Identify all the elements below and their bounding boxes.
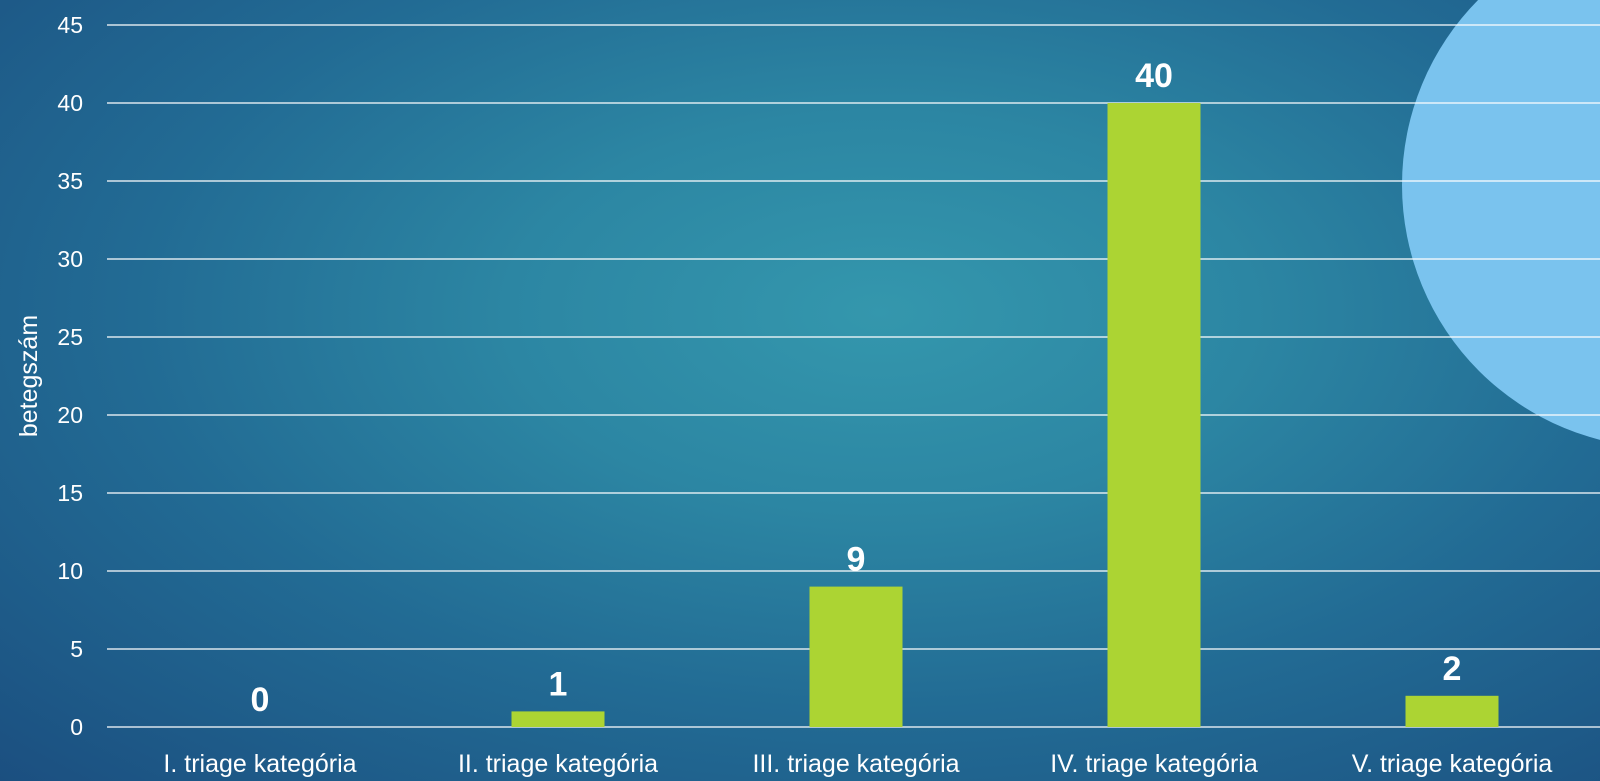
gridlines (107, 24, 1600, 728)
bars (511, 103, 1499, 727)
decorative-circle (1402, 0, 1600, 440)
bar-value-label: 9 (847, 541, 866, 579)
y-tick-label: 15 (57, 480, 83, 506)
y-axis-ticks: 0 5 10 15 20 25 30 35 40 45 (57, 12, 83, 740)
x-axis-categories: I. triage kategória II. triage kategória I… (163, 750, 1552, 778)
y-tick-label: 5 (70, 636, 83, 662)
bar-value-label: 0 (251, 681, 270, 719)
x-category-label: V. triage kategória (1352, 750, 1553, 778)
bar (511, 711, 605, 727)
y-tick-label: 20 (57, 402, 83, 428)
y-axis-title: betegszám (15, 315, 43, 437)
bar-value-label: 2 (1443, 650, 1462, 688)
y-tick-label: 35 (57, 168, 83, 194)
bar (1405, 695, 1499, 727)
y-tick-label: 40 (57, 90, 83, 116)
bar (809, 586, 903, 727)
y-tick-label: 0 (70, 714, 83, 740)
bar-value-label: 1 (549, 665, 568, 703)
bar (1107, 103, 1201, 727)
y-tick-label: 45 (57, 12, 83, 38)
bar-value-label: 40 (1135, 57, 1173, 95)
x-category-label: II. triage kategória (458, 750, 658, 778)
y-tick-label: 10 (57, 558, 83, 584)
data-labels: 0 1 9 40 2 (251, 57, 1462, 719)
x-category-label: IV. triage kategória (1050, 750, 1258, 778)
y-tick-label: 25 (57, 324, 83, 350)
x-category-label: I. triage kategória (163, 750, 356, 778)
y-tick-label: 30 (57, 246, 83, 272)
x-category-label: III. triage kategória (752, 750, 959, 778)
